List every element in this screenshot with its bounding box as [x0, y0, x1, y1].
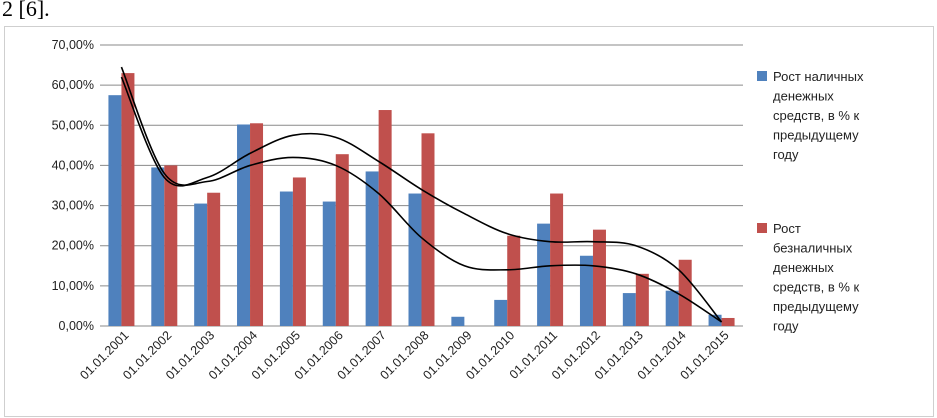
y-tick-label: 60,00%: [52, 78, 94, 92]
trendlines: [120, 66, 723, 323]
bar-series-1: [665, 290, 679, 326]
trendline-series-2: [120, 76, 723, 323]
legend-label-series-2: безналичных: [773, 241, 853, 256]
y-tick-label: 10,00%: [52, 279, 94, 293]
chart: 0,00% 10,00% 20,00% 30,00% 40,00% 50,00% 60,00…: [52, 38, 864, 382]
bar-series-2: [164, 165, 178, 326]
legend-label-series-1: денежных: [773, 89, 834, 104]
y-tick-label: 30,00%: [52, 199, 94, 213]
y-tick-label: 50,00%: [52, 118, 94, 132]
bar-series-1: [537, 223, 551, 326]
legend-label-series-1: средств, в % к: [773, 108, 860, 123]
bar-series-2: [635, 273, 649, 326]
bar-series-1: [194, 203, 208, 326]
bar-series-2: [678, 259, 692, 326]
bar-series-2: [335, 154, 349, 326]
legend-label-series-1: Рост наличных: [773, 69, 864, 84]
legend-label-series-1: предыдущему: [773, 128, 859, 143]
legend-label-series-2: предыдущему: [773, 299, 859, 314]
bar-series-2: [721, 317, 735, 326]
bar-series-2: [292, 177, 306, 326]
y-tick-label: 70,00%: [52, 38, 94, 52]
bar-series-1: [365, 171, 379, 326]
bar-series-2: [550, 193, 564, 326]
bar-series-1: [579, 255, 593, 326]
y-tick-label: 0,00%: [59, 319, 94, 333]
legend-swatch-series-1: [757, 71, 767, 81]
bar-series-1: [151, 167, 165, 326]
caption-fragment: 2 [6].: [2, 0, 50, 21]
y-tick-label: 40,00%: [52, 158, 94, 172]
bar-series-1: [494, 299, 508, 326]
bar-series-1: [622, 293, 636, 326]
trendline-series-1: [120, 66, 723, 323]
bar-series-2: [421, 133, 435, 326]
chart-frame: 0,00% 10,00% 20,00% 30,00% 40,00% 50,00% 60,00…: [4, 26, 934, 417]
bar-series-1: [451, 316, 465, 326]
legend-label-series-1: году: [773, 147, 799, 162]
bar-series-1: [279, 191, 293, 326]
bar-series-2: [250, 123, 264, 327]
bar-series-2: [207, 192, 221, 326]
bar-series-1: [408, 193, 422, 326]
bars: [108, 73, 735, 327]
bar-series-2: [507, 235, 521, 326]
bar-series-2: [378, 110, 392, 326]
bar-series-1: [237, 124, 251, 327]
legend: Рост наличных денежных средств, в % к преды…: [757, 69, 864, 334]
y-tick-label: 20,00%: [52, 239, 94, 253]
bar-series-1: [322, 201, 336, 326]
bar-series-2: [592, 229, 606, 326]
bar-series-2: [121, 73, 135, 326]
legend-label-series-2: году: [773, 319, 799, 334]
legend-swatch-series-2: [757, 223, 767, 233]
bar-series-1: [108, 95, 122, 326]
legend-label-series-2: Рост: [773, 221, 801, 236]
bar-series-1: [708, 314, 722, 326]
legend-label-series-2: средств, в % к: [773, 280, 860, 295]
legend-label-series-2: денежных: [773, 260, 834, 275]
